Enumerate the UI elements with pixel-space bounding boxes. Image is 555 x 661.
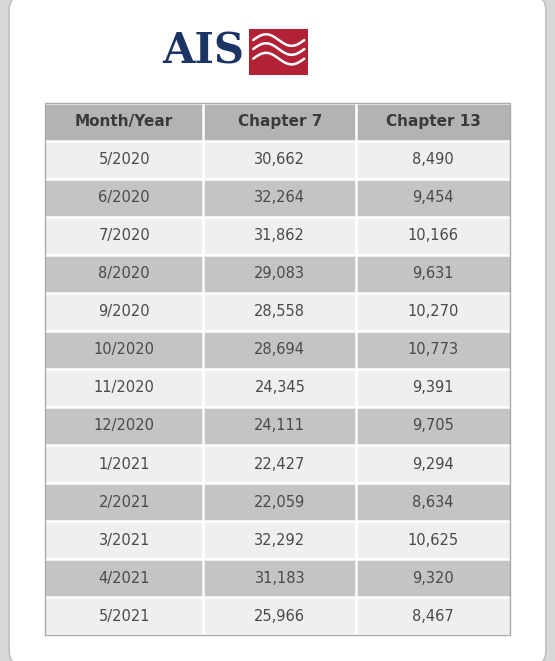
Bar — [356, 331, 510, 369]
Bar — [46, 445, 203, 483]
Bar — [356, 483, 510, 521]
Text: 8,634: 8,634 — [412, 494, 454, 510]
Bar — [203, 293, 356, 331]
Bar — [356, 445, 510, 483]
Bar — [203, 179, 356, 217]
Text: 4/2021: 4/2021 — [98, 570, 150, 586]
Text: 10,625: 10,625 — [407, 533, 458, 547]
Bar — [249, 28, 309, 75]
Text: 29,083: 29,083 — [254, 266, 305, 282]
Bar — [203, 141, 356, 179]
Text: 8,490: 8,490 — [412, 153, 454, 167]
Text: 10/2020: 10/2020 — [94, 342, 155, 358]
Bar — [46, 103, 510, 635]
Bar — [356, 141, 510, 179]
Text: 31,862: 31,862 — [254, 229, 305, 243]
Text: Chapter 13: Chapter 13 — [386, 114, 481, 130]
Text: 11/2020: 11/2020 — [94, 381, 155, 395]
Bar — [46, 369, 203, 407]
Text: 32,264: 32,264 — [254, 190, 305, 206]
Bar — [203, 103, 356, 141]
Text: 5/2021: 5/2021 — [98, 609, 150, 623]
Bar — [356, 559, 510, 597]
Bar — [46, 141, 203, 179]
Bar — [203, 255, 356, 293]
Bar — [46, 597, 203, 635]
Bar — [46, 255, 203, 293]
Bar — [46, 559, 203, 597]
Text: 5/2020: 5/2020 — [98, 153, 150, 167]
Text: 10,270: 10,270 — [407, 305, 459, 319]
Bar — [203, 445, 356, 483]
Bar — [203, 559, 356, 597]
Bar — [356, 597, 510, 635]
Bar — [203, 521, 356, 559]
Text: 32,292: 32,292 — [254, 533, 305, 547]
Bar — [46, 483, 203, 521]
Bar — [356, 255, 510, 293]
Text: 28,694: 28,694 — [254, 342, 305, 358]
Text: 3/2021: 3/2021 — [99, 533, 150, 547]
Text: AIS: AIS — [162, 30, 244, 73]
Bar — [203, 597, 356, 635]
Text: 1/2021: 1/2021 — [98, 457, 150, 471]
Text: 6/2020: 6/2020 — [98, 190, 150, 206]
Bar — [46, 521, 203, 559]
Bar — [46, 179, 203, 217]
Text: 10,166: 10,166 — [407, 229, 458, 243]
Bar — [46, 293, 203, 331]
Bar — [46, 331, 203, 369]
Bar — [46, 407, 203, 445]
Bar — [356, 217, 510, 255]
Bar — [203, 331, 356, 369]
Text: 25,966: 25,966 — [254, 609, 305, 623]
Text: 24,111: 24,111 — [254, 418, 305, 434]
Text: 8,467: 8,467 — [412, 609, 454, 623]
Bar — [203, 369, 356, 407]
Text: 9,705: 9,705 — [412, 418, 454, 434]
Text: 28,558: 28,558 — [254, 305, 305, 319]
Text: 2/2021: 2/2021 — [98, 494, 150, 510]
Text: Month/Year: Month/Year — [75, 114, 173, 130]
Text: 9,631: 9,631 — [412, 266, 454, 282]
Bar — [356, 369, 510, 407]
Bar — [356, 103, 510, 141]
Bar — [46, 217, 203, 255]
Bar — [356, 407, 510, 445]
FancyBboxPatch shape — [9, 0, 546, 661]
Bar — [203, 483, 356, 521]
Text: 31,183: 31,183 — [255, 570, 305, 586]
Text: 7/2020: 7/2020 — [98, 229, 150, 243]
Bar — [356, 293, 510, 331]
Text: 9,391: 9,391 — [412, 381, 454, 395]
Text: 9,320: 9,320 — [412, 570, 454, 586]
Bar — [356, 521, 510, 559]
Text: 9/2020: 9/2020 — [98, 305, 150, 319]
Text: 9,294: 9,294 — [412, 457, 454, 471]
Text: 8/2020: 8/2020 — [98, 266, 150, 282]
Text: 10,773: 10,773 — [407, 342, 458, 358]
Bar — [46, 103, 203, 141]
Bar — [203, 407, 356, 445]
Bar — [356, 179, 510, 217]
Text: 12/2020: 12/2020 — [94, 418, 155, 434]
Text: 9,454: 9,454 — [412, 190, 454, 206]
Text: Chapter 7: Chapter 7 — [238, 114, 322, 130]
Text: 24,345: 24,345 — [254, 381, 305, 395]
Text: 30,662: 30,662 — [254, 153, 305, 167]
Text: 22,059: 22,059 — [254, 494, 305, 510]
Bar — [203, 217, 356, 255]
Text: 22,427: 22,427 — [254, 457, 305, 471]
